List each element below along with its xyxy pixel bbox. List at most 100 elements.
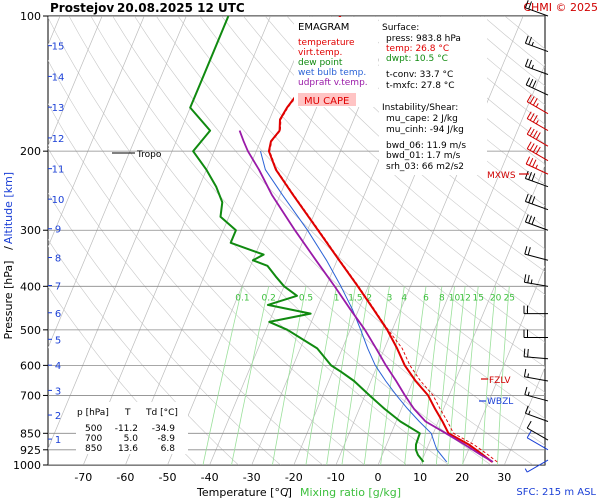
wind-barb-feather [524,386,528,395]
series-virt-temp-line [269,16,498,463]
wind-barb-feather [527,247,531,256]
table-cell: -11.2 [115,424,138,434]
pressure-tick-label: 200 [20,145,41,158]
dry-adiabat-line [286,16,545,250]
mu-cinh-value: mu_cinh: -94 J/kg [386,125,464,135]
wind-barb-shaft [526,118,549,132]
dry-adiabat-line [221,16,545,319]
mixing-ratio-label: 12 [459,293,470,303]
wind-barb [526,127,549,147]
altitude-tick-label: 1 [55,435,61,446]
wind-barb-feather [526,420,532,429]
wind-barb-feather [524,193,529,202]
dry-adiabat-line [177,16,545,368]
wind-barb-half-feather [524,468,528,473]
isotherm-line [503,366,545,465]
wind-barb-half-feather [535,120,539,125]
isotherm-line [48,16,145,248]
wind-barb-shaft [526,101,549,115]
dry-adiabat-line [330,16,545,207]
mixing-ratio-line [326,286,356,465]
wind-barb-feather [531,196,536,205]
wind-barb-shaft [526,459,549,473]
wind-barb-half-feather [527,391,530,396]
wind-barb-feather [528,36,532,45]
mixing-ratio-label: 0.5 [299,293,313,303]
wind-barb-feather [528,195,532,203]
wind-barb [524,170,549,188]
level-table: p [hPa] T Td [°C] 500 -11.2 -34.9 700 5.… [76,402,188,454]
legend: EMAGRAM temperature virt.temp. dew point… [294,17,378,107]
wind-barb-shaft [526,148,549,162]
pressure-tick-label: 300 [20,224,41,237]
mixing-ratio-line [363,286,390,465]
pressure-tick-label: 850 [20,427,41,440]
fzlv-marker: FZLV [481,376,511,386]
temperature-tick-label: -10 [327,471,345,484]
table-cell: 13.6 [118,444,138,454]
temperature-tick-label: 0 [375,471,382,484]
wind-barb [523,274,549,287]
isotherm-line [461,265,545,465]
wind-barb [524,35,549,53]
mxws-label: MXWS [487,171,516,181]
mixing-ratio-line [404,286,427,465]
wind-barb-feather [532,130,538,138]
wind-barb [526,141,549,162]
tropopause-label: Tropo [136,150,162,160]
wind-barb-feather [532,114,538,123]
x-axis-label-temp: Temperature [°C] [196,486,292,499]
series-dew-point-line [189,16,425,463]
surface-press: press: 983.8 hPa [386,34,461,44]
wind-barb-feather [528,157,534,166]
wind-barb [523,348,549,360]
mu-cape-swatch [298,93,356,106]
wind-barb-half-feather [531,41,534,46]
legend-item-virt-temp: virt.temp. [298,48,342,58]
dry-adiabat-line [308,16,545,228]
wbzl-label: WBZL [487,397,513,407]
station-title: Prostejov [50,1,114,15]
wind-barb-feather [526,430,532,439]
wind-barb-feather [524,170,529,179]
wind-barb-feather [529,143,535,151]
legend-item-temperature: temperature [298,38,355,48]
dry-adiabat-line [243,16,545,295]
table-header-p: p [hPa] [77,408,109,418]
wind-barb-feather [532,80,537,89]
dry-adiabat-line [199,16,545,343]
surface-title: Surface: [382,23,419,33]
temperature-tick-label: 10 [413,471,427,484]
sfc-label: SFC: 215 m ASL [516,487,596,498]
table-header-td: Td [°C] [145,408,178,418]
mixing-ratio-label: 20 [490,293,502,303]
wind-barb-feather [526,111,532,119]
mixing-ratio-label: 15 [472,293,483,303]
wind-barb-feather [525,77,531,86]
mixing-ratio-label: 4 [401,293,407,303]
wind-barb-half-feather [528,410,531,415]
wind-barb-feather [524,58,529,67]
y-axis-label-pressure: Pressure [hPa] [2,261,15,340]
mixing-ratio-label: 8 [439,293,445,303]
wind-barb-feather [524,0,529,8]
temperature-tick-label: 20 [455,471,469,484]
x-axis-label-mix: Mixing ratio [g/kg] [300,486,401,499]
isotherm-line [335,16,524,465]
pressure-tick-label: 700 [20,389,41,402]
wind-barb-shaft [524,394,549,402]
wind-barb-shaft [524,356,549,360]
mixing-ratio-label: 25 [504,293,515,303]
altitude-tick-label: 15 [52,42,65,53]
wind-barb-feather [529,96,535,104]
wind-barb-feather [523,368,527,377]
table-cell: 700 [85,434,102,444]
mixing-ratio-label: 2 [366,293,372,303]
legend-item-updraft: udpraft v.temp. [298,78,368,88]
pressure-tick-label: 400 [20,280,41,293]
pressure-tick-label: 925 [20,444,41,457]
isotherm-line [125,16,313,465]
wind-barb [523,305,549,315]
wind-barb-feather [526,127,532,135]
tconv-value: t-conv: 33.7 °C [386,70,453,80]
